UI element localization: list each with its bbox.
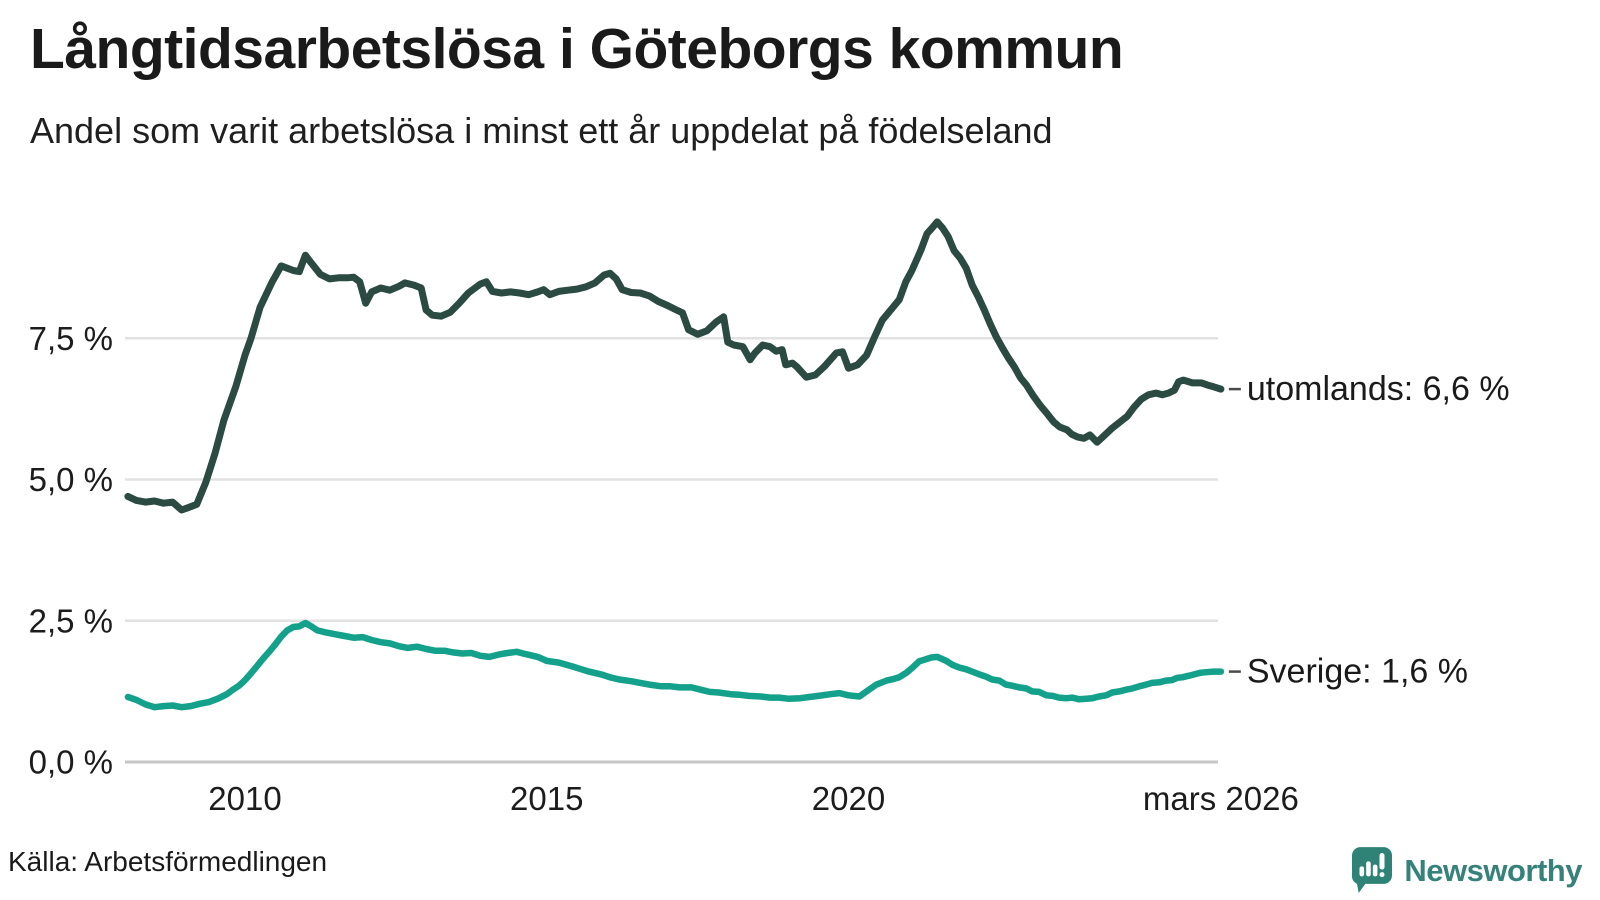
y-tick-label: 5,0 % bbox=[29, 461, 113, 498]
x-tick-label: mars 2026 bbox=[1143, 780, 1299, 817]
series-line-Sverige bbox=[124, 619, 1225, 711]
x-tick-label: 2015 bbox=[510, 780, 583, 817]
newsworthy-logo-text: Newsworthy bbox=[1404, 852, 1582, 888]
y-tick-label: 7,5 % bbox=[29, 320, 113, 357]
series-end-label-utomlands: utomlands: 6,6 % bbox=[1247, 370, 1510, 408]
series-line-utomlands bbox=[124, 218, 1225, 514]
x-tick-label: 2010 bbox=[208, 780, 281, 817]
bar-chart-speech-bubble-icon bbox=[1352, 847, 1393, 893]
series-end-label-Sverige: Sverige: 1,6 % bbox=[1247, 653, 1468, 691]
page-subtitle: Andel som varit arbetslösa i minst ett å… bbox=[30, 110, 1053, 151]
source-note: Källa: Arbetsförmedlingen bbox=[8, 846, 328, 877]
newsworthy-logo[interactable]: Newsworthy bbox=[1352, 847, 1582, 894]
y-tick-label: 2,5 % bbox=[29, 602, 113, 639]
page-title: Långtidsarbetslösa i Göteborgs kommun bbox=[30, 17, 1124, 81]
y-tick-label: 0,0 % bbox=[29, 744, 113, 781]
x-tick-label: 2020 bbox=[812, 780, 885, 817]
